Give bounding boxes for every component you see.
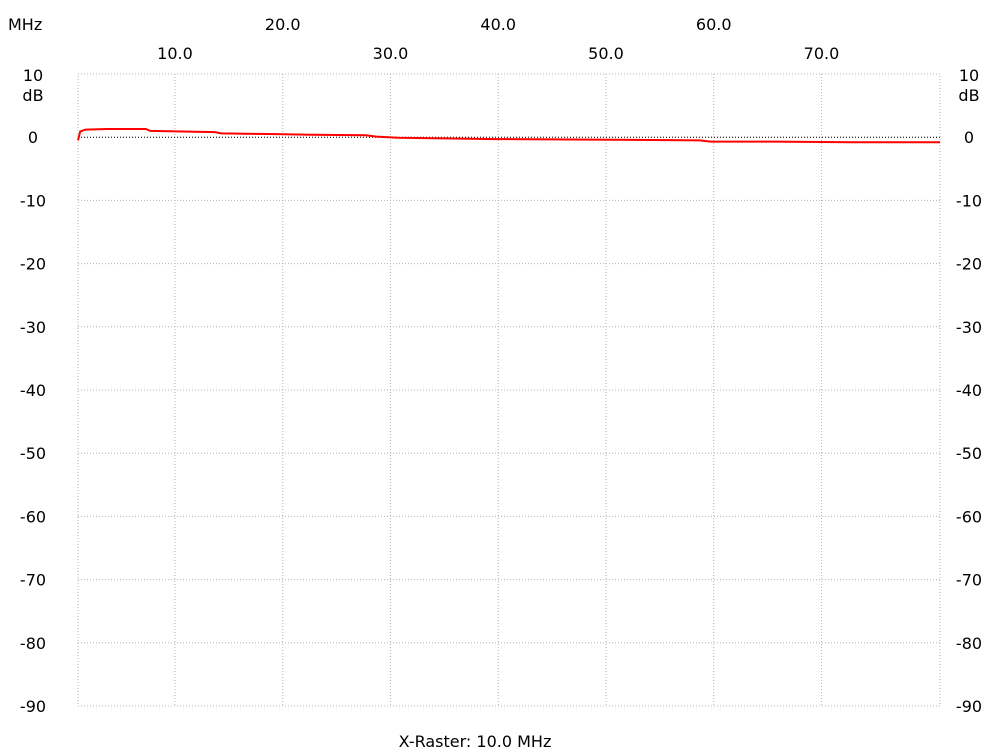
y-tick-label-left: -40 — [20, 381, 46, 400]
y-tick-label-left: 10 — [23, 66, 43, 85]
series-line — [77, 128, 940, 144]
x-axis-label: X-Raster: 10.0 MHz — [399, 732, 552, 751]
series-layer — [77, 128, 940, 144]
y-tick-label-right: -80 — [956, 634, 982, 653]
y-tick-label-right: 10 — [959, 66, 979, 85]
x-unit-label: MHz — [8, 15, 42, 34]
y-tick-label-left: -60 — [20, 507, 46, 526]
x-tick-label: 20.0 — [265, 15, 301, 34]
y-tick-label-left: -80 — [20, 634, 46, 653]
x-tick-label: 70.0 — [804, 44, 840, 63]
y-tick-label-left: -50 — [20, 444, 46, 463]
y-tick-label-right: -40 — [956, 381, 982, 400]
y-tick-label-right: -50 — [956, 444, 982, 463]
y-tick-label-right: -90 — [956, 697, 982, 716]
x-tick-label: 60.0 — [696, 15, 732, 34]
x-tick-label: 40.0 — [480, 15, 516, 34]
y-tick-label-left: -10 — [20, 191, 46, 210]
y-unit-label-left: dB — [22, 86, 43, 105]
x-tick-label: 50.0 — [588, 44, 624, 63]
y-tick-label-left: -90 — [20, 697, 46, 716]
y-tick-label-right: -20 — [956, 255, 982, 274]
y-tick-label-right: -10 — [956, 191, 982, 210]
y-tick-label-left: -30 — [20, 318, 46, 337]
y-tick-label-right: -30 — [956, 318, 982, 337]
y-tick-label-right: -70 — [956, 571, 982, 590]
y-tick-label-left: -20 — [20, 255, 46, 274]
y-unit-label-right: dB — [958, 86, 979, 105]
y-tick-label-left: 0 — [28, 128, 38, 147]
x-tick-label: 10.0 — [157, 44, 193, 63]
grid — [78, 74, 940, 706]
y-tick-label-right: 0 — [964, 128, 974, 147]
axis-labels: MHz dB dB X-Raster: 10.0 MHz 20.0 40.0 60.… — [8, 15, 982, 751]
x-tick-label: 30.0 — [373, 44, 409, 63]
y-tick-label-left: -70 — [20, 571, 46, 590]
y-tick-label-right: -60 — [956, 507, 982, 526]
